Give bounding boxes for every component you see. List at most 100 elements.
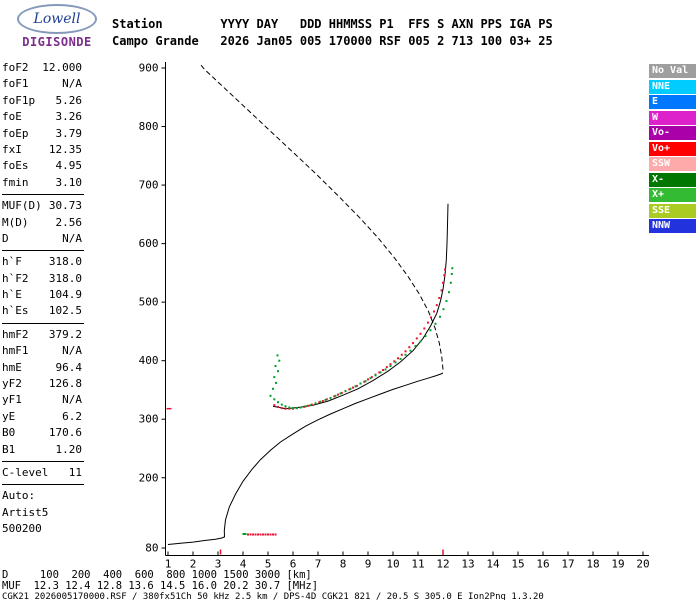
y-tick-label: 900 xyxy=(139,62,159,75)
x-tick-label: 1 xyxy=(165,558,172,571)
es-trace-x-mode xyxy=(242,533,245,535)
f-trace-o-mode xyxy=(440,289,443,292)
param-value: 4.95 xyxy=(55,159,83,173)
f-trace-x-mode xyxy=(329,397,332,400)
x-tick-label: 10 xyxy=(386,558,399,571)
f-trace-o-mode xyxy=(284,407,287,410)
param-row: h`E 104.9 xyxy=(2,287,82,303)
f-trace-x-mode xyxy=(309,404,312,407)
f-trace-x-mode xyxy=(449,281,452,284)
f-trace-o-mode xyxy=(393,360,396,363)
param-value: 318.0 xyxy=(48,255,82,269)
y-tick-label: 500 xyxy=(139,296,159,309)
f-trace-x-mode xyxy=(369,377,372,380)
param-row: fxI 12.35 xyxy=(2,142,82,158)
f-trace-x-mode xyxy=(374,374,377,377)
param-value: 104.9 xyxy=(48,288,82,302)
param-label: foEs xyxy=(2,159,29,173)
param-value: 318.0 xyxy=(48,271,82,285)
param-value: 2.56 xyxy=(55,215,83,229)
y-tick-label: 80 xyxy=(145,542,158,555)
param-value: 3.10 xyxy=(55,175,83,189)
f-trace-x-mode xyxy=(439,315,441,318)
param-label: M(D) xyxy=(2,215,29,229)
f-trace-x-mode xyxy=(445,300,448,302)
f-trace-o-mode xyxy=(430,316,432,319)
es-trace-o-mode xyxy=(247,533,249,536)
param-value: 96.4 xyxy=(55,360,83,374)
muf-row: MUF 12.3 12.4 12.8 13.6 14.5 16.0 20.2 3… xyxy=(2,580,319,592)
f-trace-x-mode xyxy=(280,403,283,406)
f-trace-o-mode xyxy=(400,353,403,356)
f-trace-x-mode xyxy=(409,349,412,352)
header-line-1: Station YYYY DAY DDD HHMMSS P1 FFS S AXN… xyxy=(112,17,553,31)
f-trace-o-mode xyxy=(303,405,306,408)
param-label: fxI xyxy=(2,142,22,156)
param-label: C-level xyxy=(2,465,49,479)
f-trace-x-mode xyxy=(349,387,352,390)
param-label: foE xyxy=(2,110,22,124)
f-trace-o-mode xyxy=(378,371,381,374)
echo-status-legend: No Val NNE E W Vo- Vo+ SSW X- X+ SSE NNW xyxy=(649,64,696,235)
legend-item-vo-: Vo- xyxy=(649,126,696,140)
distance-row: D 100 200 400 600 800 1000 1500 3000 [km… xyxy=(2,569,312,581)
es-trace-o-mode xyxy=(254,533,257,536)
f-trace-o-mode xyxy=(444,268,446,271)
es-trace-o-mode xyxy=(259,533,262,536)
f-trace-o-mode xyxy=(348,388,351,391)
f-trace-o-mode xyxy=(389,363,392,366)
logo: Lowell DIGISONDE xyxy=(6,4,108,49)
param-note: Artist5 xyxy=(2,505,49,519)
x-tick-label: 5 xyxy=(265,558,272,571)
param-label: D xyxy=(2,231,9,245)
f-trace-x-mode xyxy=(288,406,291,409)
param-separator xyxy=(2,460,84,462)
f-trace-x-mode xyxy=(434,322,437,325)
x-mode-scatter xyxy=(276,354,279,357)
param-row: h`F2 318.0 xyxy=(2,271,82,287)
param-note: 500200 xyxy=(2,522,42,536)
f-trace-o-mode xyxy=(337,393,339,396)
param-row: B1 1.20 xyxy=(2,442,82,458)
x-mode-scatter xyxy=(277,370,279,373)
param-row: hmF2 379.2 xyxy=(2,327,82,343)
x-mode-scatter xyxy=(275,381,277,384)
header-line-2: Campo Grande 2026 Jan05 005 170000 RSF 0… xyxy=(112,34,553,48)
y-tick-label: 700 xyxy=(139,179,159,192)
param-row: B0 170.6 xyxy=(2,425,82,441)
f-trace-o-mode xyxy=(435,304,438,307)
legend-item-w: W xyxy=(649,110,696,125)
param-value: 6.2 xyxy=(62,409,82,423)
es-trace-o-mode xyxy=(262,533,264,536)
f-trace-x-mode xyxy=(414,345,417,347)
param-label: yF1 xyxy=(2,393,22,407)
x-tick-label: 7 xyxy=(315,558,322,571)
f-trace-x-mode xyxy=(364,380,367,383)
param-row: fmin 3.10 xyxy=(2,175,82,191)
param-value: 12.35 xyxy=(48,142,82,156)
param-value: 5.26 xyxy=(55,93,83,107)
f-trace-o-mode xyxy=(370,376,373,379)
es-trace-o-mode xyxy=(264,533,267,536)
legend-item-x-: X- xyxy=(649,172,696,187)
param-value: N/A xyxy=(62,393,82,407)
logo-oval: Lowell xyxy=(17,4,97,34)
x-tick-label: 3 xyxy=(215,558,222,571)
legend-item-nne: NNE xyxy=(649,79,696,94)
param-label: yE xyxy=(2,409,16,423)
f-trace-o-mode xyxy=(433,310,435,313)
f-trace-x-mode xyxy=(448,291,450,294)
x-tick-label: 4 xyxy=(240,558,247,571)
f-trace-x-mode xyxy=(304,405,307,408)
param-row: yF2 126.8 xyxy=(2,376,82,392)
es-trace-o-mode xyxy=(274,533,277,536)
param-label: yF2 xyxy=(2,377,22,391)
f-trace-o-mode xyxy=(322,400,324,403)
param-label: B1 xyxy=(2,442,16,456)
f-trace-x-mode xyxy=(442,308,445,311)
f-trace-o-mode xyxy=(355,384,358,387)
f-trace-x-mode xyxy=(273,398,276,401)
f-trace-x-mode xyxy=(404,353,407,356)
param-row: MUF(D) 30.73 xyxy=(2,198,82,214)
